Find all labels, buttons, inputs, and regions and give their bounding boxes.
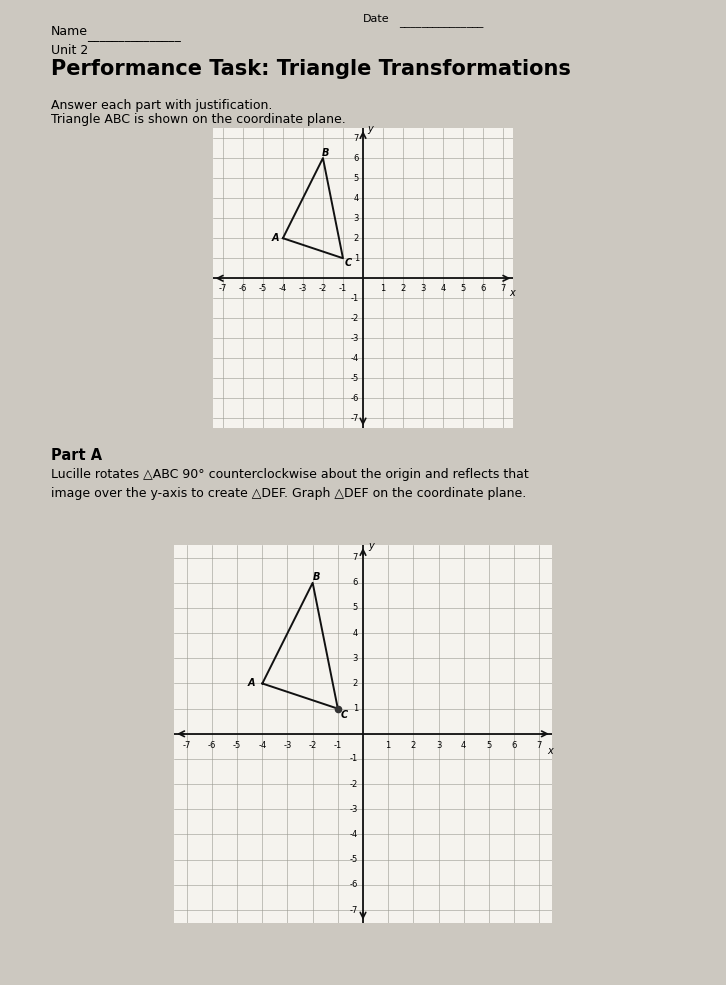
Text: Part A: Part A [51, 448, 102, 463]
Text: -5: -5 [233, 742, 241, 751]
Text: x: x [510, 289, 515, 298]
Text: 6: 6 [511, 742, 517, 751]
Text: Unit 2: Unit 2 [51, 44, 88, 57]
Text: Name: Name [51, 25, 88, 37]
Text: -4: -4 [351, 354, 359, 362]
Text: -6: -6 [208, 742, 216, 751]
Text: 7: 7 [500, 285, 506, 294]
Text: 5: 5 [354, 173, 359, 182]
Text: -4: -4 [279, 285, 287, 294]
Text: -7: -7 [350, 905, 358, 914]
Text: 7: 7 [353, 554, 358, 562]
Text: -7: -7 [219, 285, 227, 294]
Text: -4: -4 [258, 742, 266, 751]
Text: Answer each part with justification.: Answer each part with justification. [51, 98, 272, 111]
Text: 2: 2 [401, 285, 406, 294]
Text: -5: -5 [258, 285, 267, 294]
Text: -2: -2 [319, 285, 327, 294]
Text: 7: 7 [537, 742, 542, 751]
Text: 4: 4 [354, 194, 359, 203]
Text: 4: 4 [441, 285, 446, 294]
Text: -7: -7 [183, 742, 191, 751]
Text: -1: -1 [350, 755, 358, 763]
Text: 2: 2 [411, 742, 416, 751]
Text: A: A [248, 679, 255, 689]
Text: B: B [313, 571, 320, 581]
Text: -3: -3 [283, 742, 292, 751]
Text: -3: -3 [351, 334, 359, 343]
Text: 1: 1 [380, 285, 386, 294]
Text: -3: -3 [350, 805, 358, 814]
Text: x: x [547, 747, 553, 756]
Text: 6: 6 [353, 578, 358, 587]
Text: y: y [368, 542, 374, 552]
Text: -2: -2 [309, 742, 317, 751]
Text: 3: 3 [436, 742, 441, 751]
Text: C: C [340, 710, 348, 720]
Text: 3: 3 [420, 285, 425, 294]
Text: Triangle ABC is shown on the coordinate plane.: Triangle ABC is shown on the coordinate … [51, 113, 346, 126]
Text: Lucille rotates △ABC 90° counterclockwise about the origin and reflects that
ima: Lucille rotates △ABC 90° counterclockwis… [51, 468, 529, 499]
Text: 2: 2 [353, 679, 358, 688]
Text: y: y [367, 124, 372, 134]
Text: 1: 1 [353, 704, 358, 713]
Text: 6: 6 [481, 285, 486, 294]
Text: 3: 3 [353, 654, 358, 663]
Text: -7: -7 [351, 414, 359, 423]
Text: 4: 4 [353, 628, 358, 637]
Text: Performance Task: Triangle Transformations: Performance Task: Triangle Transformatio… [51, 59, 571, 79]
Text: -4: -4 [350, 830, 358, 839]
Text: 6: 6 [354, 154, 359, 163]
Text: -1: -1 [351, 294, 359, 302]
Text: -6: -6 [351, 394, 359, 403]
Text: 1: 1 [386, 742, 391, 751]
Text: 5: 5 [486, 742, 492, 751]
Text: 2: 2 [354, 233, 359, 242]
Text: -2: -2 [350, 780, 358, 789]
Text: -6: -6 [350, 881, 358, 889]
Text: 4: 4 [461, 742, 466, 751]
Text: B: B [322, 148, 330, 158]
Text: 5: 5 [353, 604, 358, 613]
Text: 7: 7 [354, 134, 359, 143]
Text: C: C [344, 258, 351, 268]
Text: 3: 3 [354, 214, 359, 223]
Text: _______________: _______________ [399, 18, 484, 28]
Text: -6: -6 [239, 285, 247, 294]
Text: A: A [272, 233, 280, 243]
Text: -5: -5 [351, 374, 359, 383]
Text: -2: -2 [351, 314, 359, 323]
Text: -1: -1 [339, 285, 347, 294]
Text: Date: Date [363, 14, 390, 24]
Text: -5: -5 [350, 855, 358, 864]
Text: -3: -3 [298, 285, 307, 294]
Text: -1: -1 [334, 742, 342, 751]
Text: 1: 1 [354, 254, 359, 263]
Text: 5: 5 [460, 285, 466, 294]
Text: _______________: _______________ [87, 29, 181, 41]
